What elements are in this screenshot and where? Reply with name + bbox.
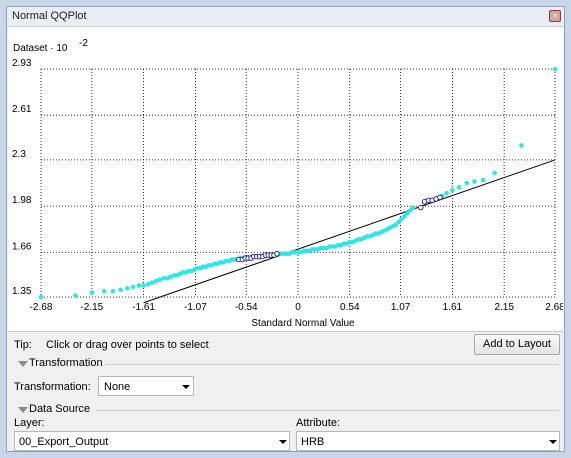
reference-line (143, 159, 556, 304)
layer-select[interactable]: 00_Export_Output (14, 431, 290, 451)
transformation-section-header[interactable]: Transformation (29, 357, 103, 369)
window-title: Normal QQPlot (12, 10, 87, 22)
x-tick-label: -0.54 (235, 302, 258, 313)
x-tick-label: 0.54 (340, 302, 360, 313)
attribute-select[interactable]: HRB (296, 431, 560, 451)
control-panel: Tip: Click or drag over points to select… (8, 332, 563, 451)
section-divider (105, 364, 559, 365)
y-tick-label: 2.61 (12, 104, 32, 115)
data-point (444, 190, 449, 196)
data-point (118, 287, 123, 293)
data-point (89, 290, 95, 295)
data-point (472, 179, 477, 184)
section-divider (96, 410, 559, 411)
data-point (73, 293, 78, 298)
x-tick-label: 1.07 (391, 302, 411, 313)
tip-text: Click or drag over points to select (46, 339, 209, 351)
layer-value: 00_Export_Output (19, 436, 109, 448)
data-point (492, 170, 497, 176)
data-point (552, 66, 558, 72)
data-point (136, 283, 142, 288)
data-point (38, 294, 44, 300)
data-point (456, 185, 462, 190)
selected-data-point (274, 250, 280, 257)
y-tick-label: 1.66 (12, 241, 32, 252)
data-point (161, 275, 167, 281)
attribute-label: Attribute: (296, 417, 341, 429)
x-tick-label: 2.68 (545, 302, 563, 313)
x-tick-label: 1.61 (443, 302, 463, 313)
x-tick-label: -2.68 (30, 302, 53, 313)
data-point (393, 222, 399, 228)
title-bar[interactable]: Normal QQPlot × (7, 7, 564, 27)
x-tick-label: -1.61 (132, 302, 155, 313)
data-point (464, 180, 470, 186)
y-axis-title: Dataset · 10 (13, 43, 68, 54)
data-source-section-header[interactable]: Data Source (29, 403, 91, 415)
selected-data-point (437, 194, 443, 201)
qqplot-window: Normal QQPlot × Dataset · 10 -2 1.35 1.66 1.… (6, 6, 565, 452)
data-point (480, 177, 486, 183)
layer-label: Layer: (14, 417, 45, 429)
y-tick-label: 2.3 (12, 149, 26, 160)
data-point (149, 280, 155, 285)
data-point (407, 208, 413, 213)
collapse-data-source-icon[interactable] (18, 407, 28, 413)
x-tick-label: 0 (295, 302, 301, 313)
data-point (153, 278, 159, 284)
chevron-down-icon (549, 440, 557, 444)
y-tick-label: 2.93 (12, 58, 32, 69)
data-point (405, 211, 410, 216)
data-point (157, 277, 163, 282)
close-icon[interactable]: × (549, 10, 561, 22)
data-point (399, 216, 404, 222)
collapse-transformation-icon[interactable] (18, 361, 28, 367)
qq-plot[interactable]: Dataset · 10 -2 1.35 1.66 1.98 2.3 2.61 2.93 -2.… (8, 27, 563, 332)
x-tick-label: -2.15 (80, 302, 103, 313)
data-point (101, 288, 107, 294)
x-axis-title: Standard Normal Value (251, 318, 355, 329)
tip-label: Tip: (14, 339, 32, 351)
data-point (410, 205, 416, 210)
data-point (396, 219, 401, 225)
data-point (125, 286, 130, 291)
data-point (130, 284, 136, 290)
x-tick-label: -1.07 (184, 302, 207, 313)
data-point (402, 213, 407, 219)
transformation-label: Transformation: (14, 381, 91, 393)
attribute-value: HRB (301, 436, 325, 448)
transformation-select[interactable]: None (98, 376, 194, 396)
qq-plot-svg[interactable]: Dataset · 10 -2 1.35 1.66 1.98 2.3 2.61 2.93 -2.… (8, 27, 563, 331)
data-point (450, 187, 455, 193)
data-point (146, 281, 151, 287)
y-tick-label: 1.98 (12, 195, 32, 206)
data-point (110, 288, 116, 294)
x-tick-label: 2.15 (494, 302, 514, 313)
chevron-down-icon (279, 440, 287, 444)
data-point (141, 283, 146, 288)
y-axis-exponent: -2 (79, 38, 88, 49)
y-tick-label: 1.35 (12, 286, 32, 297)
add-to-layout-button[interactable]: Add to Layout (474, 334, 560, 355)
data-point (168, 274, 173, 280)
selected-data-point (417, 204, 424, 211)
data-point (519, 143, 524, 148)
transformation-value: None (104, 381, 131, 393)
chevron-down-icon (182, 385, 190, 389)
